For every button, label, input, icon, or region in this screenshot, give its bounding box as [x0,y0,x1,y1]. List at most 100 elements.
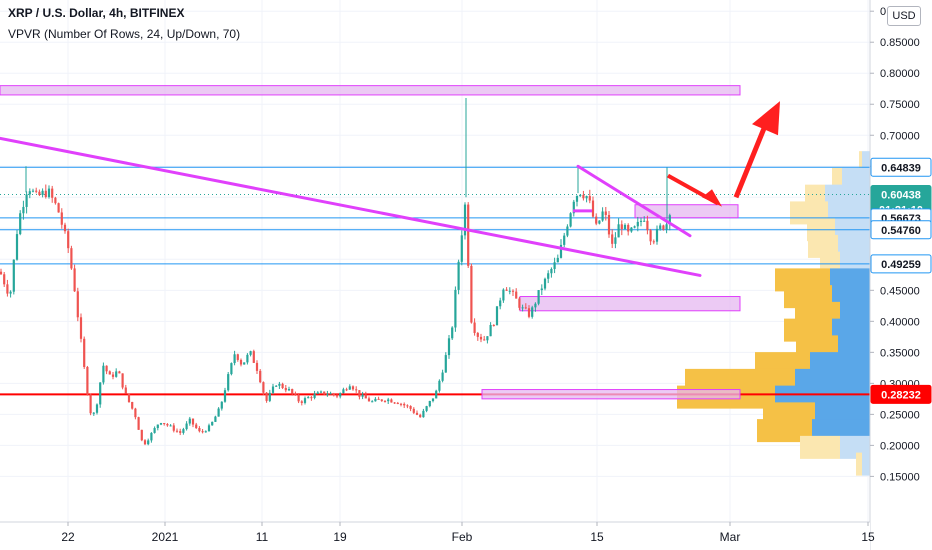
candle-body [140,429,143,441]
candle-body [393,402,396,404]
candle-body [191,418,195,425]
candle-body [502,289,505,301]
candle-body [124,387,127,394]
candle-body [371,401,374,403]
candle-body [172,425,175,431]
candle-body [441,372,444,381]
candle-body [655,228,659,242]
candle-body [383,400,387,402]
candle-body [201,431,204,433]
candle-body [51,188,54,198]
candle-body [335,394,339,397]
candle-body [463,204,467,236]
highlight-zone [0,85,741,96]
candle-body [601,211,604,221]
candle-body [460,235,463,262]
candle-body [297,394,300,402]
candle-body [268,392,271,401]
candle-body [643,220,646,222]
time-tick-label: Feb [452,530,473,544]
candle-body [566,226,569,236]
candle-body [275,385,278,387]
candle-body [508,290,511,292]
candle-body [364,394,367,399]
candle-body [515,291,518,299]
candle-body [108,371,111,375]
price-tag-text: 0.64839 [881,162,921,174]
candle-body [31,190,35,192]
candle-body [3,274,6,285]
candle-body [207,425,211,432]
candle-body [316,392,319,394]
candle-body [92,412,95,414]
candle-body [262,382,265,393]
candle-body [412,408,415,413]
price-tick-label: 0.25000 [880,409,920,421]
plot-area [0,0,870,522]
candle-body [649,230,652,242]
arrow-head-up [752,101,780,136]
candle-body [396,402,399,404]
candle-body [35,190,38,192]
candle-body [527,308,531,317]
candle-body [198,428,201,432]
candle-body [28,191,31,195]
candle-body [70,248,73,269]
candle-body [252,351,255,363]
candle-body [534,303,537,308]
candle-body [332,393,335,395]
candle-body [425,406,428,411]
time-tick-label: 15 [590,530,604,544]
candle-body [329,393,332,395]
candle-body [159,423,163,425]
candle-body [595,216,598,224]
candle-body [0,271,3,275]
price-tag-box [870,157,932,177]
candle-body [188,418,191,424]
candle-body [419,414,422,418]
highlight-zone [634,204,739,219]
volume-profile-up-bar [862,151,870,175]
candle-body [163,423,166,425]
candle-body [12,259,15,292]
symbol-title[interactable]: XRP / U.S. Dollar, 4h, BITFINEX [8,6,185,20]
candle-body [153,428,156,433]
candle-body [233,354,236,364]
indicator-title[interactable]: VPVR (Number Of Rows, 24, Up/Down, 70) [8,27,241,41]
trendline [0,136,702,277]
candle-body [588,196,591,201]
price-tick-label: 0.40000 [880,316,920,328]
candle-body [611,234,614,244]
price-tick-label: 0.75000 [880,99,920,111]
candle-body [127,393,131,402]
arrow-head-right [702,189,722,207]
candle-body [89,394,92,414]
candle-body [572,201,575,214]
candle-body [83,338,86,367]
price-tick-label: 0.80000 [880,68,920,80]
price-tick-label: 0.85000 [880,37,920,49]
candle-body [131,401,134,409]
price-tag-text: 0.60438 [881,190,921,202]
candle-body [358,390,361,397]
candle-body [492,324,495,326]
candle-body [374,398,377,402]
candle-body [620,224,623,230]
candle-body [182,429,185,433]
candle-body [95,404,99,413]
candle-body [255,362,259,371]
candle-body [86,366,89,395]
candle-body [134,408,137,418]
candle-body [147,440,150,445]
candle-body [473,322,476,333]
highlight-zone [481,389,741,400]
candle-body [367,398,371,402]
candle-body [639,220,643,222]
currency-badge[interactable]: USD [887,6,921,26]
candle-body [204,431,207,433]
candle-body [271,386,275,393]
candle-body [553,262,556,269]
price-tag: 0.28232 [870,384,932,404]
